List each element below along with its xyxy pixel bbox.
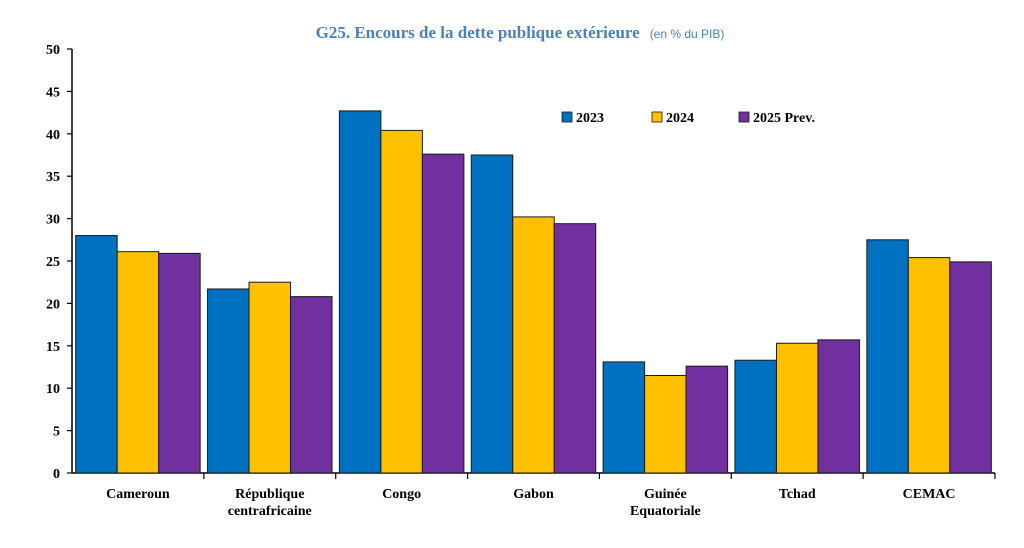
legend-swatch <box>738 111 750 123</box>
y-tick-label: 0 <box>53 467 60 482</box>
bar-2025-prev--4 <box>685 365 729 474</box>
bar-2024-4 <box>644 374 687 474</box>
x-category-label: Tchad <box>779 487 816 502</box>
chart-title: G25. Encours de la dette publique extéri… <box>316 23 725 42</box>
bar-2025-prev--1 <box>290 296 333 474</box>
bar-2025-prev--2 <box>421 153 465 474</box>
bar-2024-2 <box>380 129 423 474</box>
bar-2024-3 <box>512 216 555 474</box>
y-tick-label: 45 <box>46 85 60 100</box>
bar-2024-5 <box>775 342 819 474</box>
x-category-label: Cameroun <box>106 487 170 502</box>
bar-2024-0 <box>116 251 160 474</box>
bar-2023-2 <box>338 110 382 474</box>
bar-2023-5 <box>734 359 777 474</box>
category-labels-group: Cameroun République centrafricaine Congo Gab… <box>106 487 955 519</box>
legend: 2023 2024 2025 Prev. <box>561 111 815 126</box>
bar-2024-1 <box>248 281 292 474</box>
x-category-label-line: Equatoriale <box>630 504 701 519</box>
bar-2025-prev--6 <box>949 261 992 474</box>
bar-2024-6 <box>907 257 951 474</box>
bar-2023-6 <box>866 239 909 474</box>
bar-2023-3 <box>470 154 514 474</box>
legend-swatch <box>561 111 573 123</box>
legend-label: 2023 <box>576 111 604 126</box>
bar-2025-prev--5 <box>817 339 860 474</box>
x-category-label-line: Tchad <box>779 487 816 502</box>
x-category-label-line: centrafricaine <box>228 504 312 519</box>
bars-group <box>75 110 992 474</box>
x-category-label: CEMAC <box>903 487 956 502</box>
legend-label: 2025 Prev. <box>753 111 815 126</box>
x-category-label-line: CEMAC <box>903 487 956 502</box>
x-category-label: Guinée Equatoriale <box>630 487 701 519</box>
y-tick-label: 20 <box>46 297 60 312</box>
x-category-label: Gabon <box>513 487 554 502</box>
x-category-label-line: République <box>235 487 304 502</box>
x-category-label-line: Congo <box>382 487 421 502</box>
y-tick-label: 40 <box>46 128 60 143</box>
x-category-label-line: Guinée <box>644 487 687 502</box>
chart-title-subtitle: (en % du PIB) <box>650 27 725 41</box>
y-tick-label: 15 <box>46 340 60 355</box>
bar-2023-4 <box>602 361 646 474</box>
y-tick-label: 50 <box>46 43 60 58</box>
x-category-label-line: Gabon <box>513 487 554 502</box>
x-category-label: République centrafricaine <box>228 487 312 519</box>
bar-2025-prev--3 <box>553 223 597 474</box>
y-tick-label: 25 <box>46 255 60 270</box>
y-tick-label: 5 <box>53 425 60 440</box>
legend-swatch <box>651 111 663 123</box>
legend-label: 2024 <box>666 111 694 126</box>
bar-2023-0 <box>75 235 118 474</box>
y-tick-label: 10 <box>46 382 60 397</box>
chart-title-main: G25. Encours de la dette publique extéri… <box>316 23 641 42</box>
x-category-label: Congo <box>382 487 421 502</box>
y-tick-label: 30 <box>46 213 60 228</box>
bar-2023-1 <box>207 288 250 474</box>
x-category-label-line: Cameroun <box>106 487 170 502</box>
bar-2025-prev--0 <box>158 252 201 474</box>
y-tick-label: 35 <box>46 170 60 185</box>
